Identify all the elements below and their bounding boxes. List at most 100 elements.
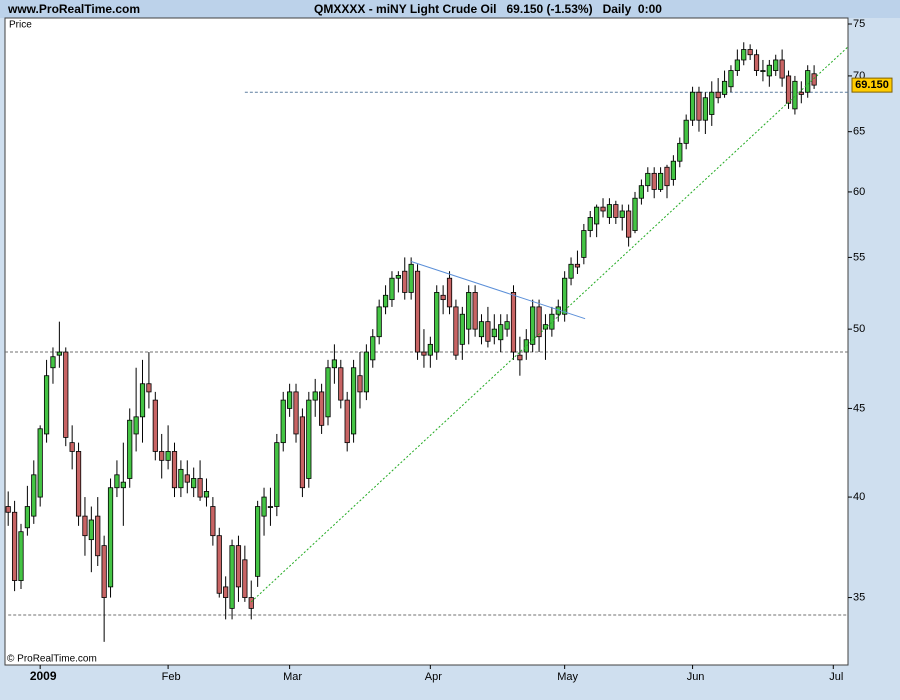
candle-body [498,324,504,341]
candle-body [753,54,760,71]
candle-body [657,172,664,190]
candle-body [344,399,350,444]
candle-body [63,351,69,438]
candle-body [805,70,811,93]
candle-body [523,339,529,353]
candle-body [325,367,331,418]
candle-body [216,535,222,594]
y-tick-label: 45 [853,402,865,414]
candle-body [741,49,747,61]
y-tick-label: 55 [853,251,865,263]
y-tick-label: 35 [853,591,865,603]
candle-body [587,217,593,231]
x-tick-label: Feb [162,671,181,683]
x-tick-label: Jun [687,671,705,683]
candle-body [31,474,37,517]
y-tick-label: 65 [853,126,865,138]
y-tick-label: 75 [853,18,865,30]
candle-body [24,506,30,529]
last-price-box [851,77,893,93]
candle-body [50,356,56,369]
candle-body [613,204,619,218]
candle-body [184,474,190,483]
trendline [410,261,586,320]
candle-body [197,478,203,498]
x-tick-label: Mar [283,671,302,683]
candle-body [626,210,632,238]
candle-body [408,263,414,293]
candle-body [414,270,421,353]
footer: © ProRealTime.com [7,654,97,665]
candle-body [101,545,107,598]
x-tick-label: 2009 [30,669,57,683]
candle-body [223,586,229,598]
candle-body [785,75,792,104]
candle-body [459,313,465,345]
site-name: www.ProRealTime.com [7,2,140,16]
candle-body [242,559,248,598]
candle-body [619,210,625,218]
candle-body [536,306,542,338]
x-tick-label: May [557,671,578,683]
y-axis-label: Price [9,20,32,31]
candle-body [152,399,158,452]
candle-body [350,367,357,435]
candle-body [203,491,210,498]
candle-body [159,451,165,461]
candle-body [421,351,427,356]
last-price-label: 69.150 [855,79,889,91]
candle-body [446,277,453,308]
candle-body [319,391,325,426]
candle-body [395,275,401,279]
candle-body [139,383,146,418]
candle-body [549,313,555,330]
candle-body [274,442,280,507]
candle-body [594,206,600,225]
candle-body [56,351,62,356]
y-tick-label: 60 [853,186,865,198]
candle-body [542,324,549,330]
candle-body [632,197,638,231]
candle-body [747,49,753,56]
candle-body [651,172,657,190]
candle-body [235,545,242,588]
candle-body [689,91,696,121]
candle-body [683,119,689,144]
candle-body [562,277,568,315]
candle-body [331,359,337,369]
candle-body [728,70,734,88]
candle-body [248,597,254,609]
candle-body [280,399,286,444]
candle-body [638,185,645,199]
candle-body [312,391,318,401]
candle-body [146,383,152,393]
candle-body [530,306,536,345]
candle-body [721,80,728,95]
candle-body [670,160,676,180]
candle-body [82,515,88,537]
candle-body [114,474,120,489]
candle-body [709,91,715,115]
candle-body [370,336,376,361]
candle-body [779,59,785,79]
candle-body [5,506,11,513]
candle-body [43,375,50,435]
candle-body [581,230,587,258]
candle-body [267,506,274,508]
candle-body [773,59,779,71]
candle-body [606,204,613,218]
candle-body [466,292,472,330]
candle-body [120,481,126,489]
candle-body [485,321,491,342]
candle-body [702,97,708,121]
candle-body [37,428,43,498]
candle-body [427,343,433,356]
candle-body [766,64,772,77]
candle-body [178,468,184,489]
candle-body [133,416,139,435]
candle-body [792,80,798,110]
candle-body [389,277,395,301]
candle-body [760,70,766,72]
